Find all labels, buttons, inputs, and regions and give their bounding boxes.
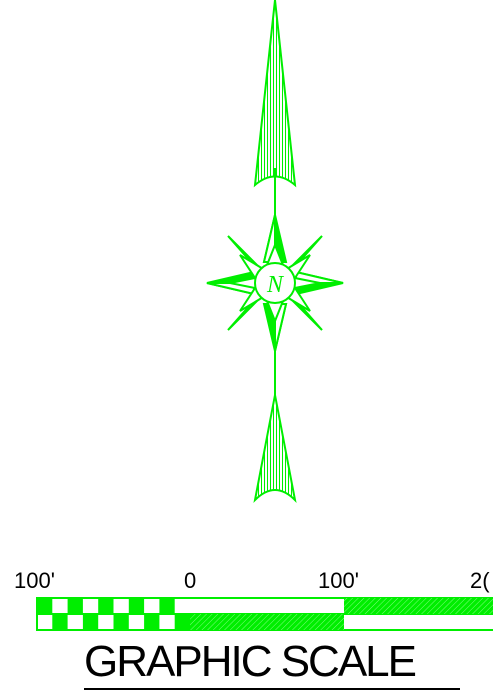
scale-checker-cell xyxy=(98,598,114,614)
scale-label-mid: 100' xyxy=(318,568,359,593)
scale-checker-segment xyxy=(37,598,190,630)
scale-checker-cell xyxy=(37,598,53,614)
north-letter: N xyxy=(266,272,285,298)
scale-bar xyxy=(36,597,493,631)
scale-checker-cell xyxy=(113,614,129,630)
scale-checker-cell xyxy=(159,598,175,614)
scale-checker-cell xyxy=(144,614,160,630)
north-arrow-tail xyxy=(253,394,297,504)
title-underline xyxy=(84,688,460,690)
north-arrow-top xyxy=(253,0,297,188)
scale-solid-segment-top xyxy=(344,598,493,614)
scale-checker-cell xyxy=(67,598,83,614)
scale-checker-cell xyxy=(52,614,68,630)
compass-rose-icon xyxy=(206,214,344,352)
graphic-scale-title: GRAPHIC SCALE xyxy=(84,637,417,686)
scale-label-left: 100' xyxy=(14,568,55,593)
scale-checker-cell xyxy=(82,614,99,630)
scale-checker-cell xyxy=(174,614,190,630)
scale-label-zero: 0 xyxy=(184,568,197,593)
scale-checker-cell xyxy=(128,598,145,614)
scale-label-right: 2( xyxy=(470,568,490,593)
scale-solid-segment-bottom xyxy=(190,614,344,630)
